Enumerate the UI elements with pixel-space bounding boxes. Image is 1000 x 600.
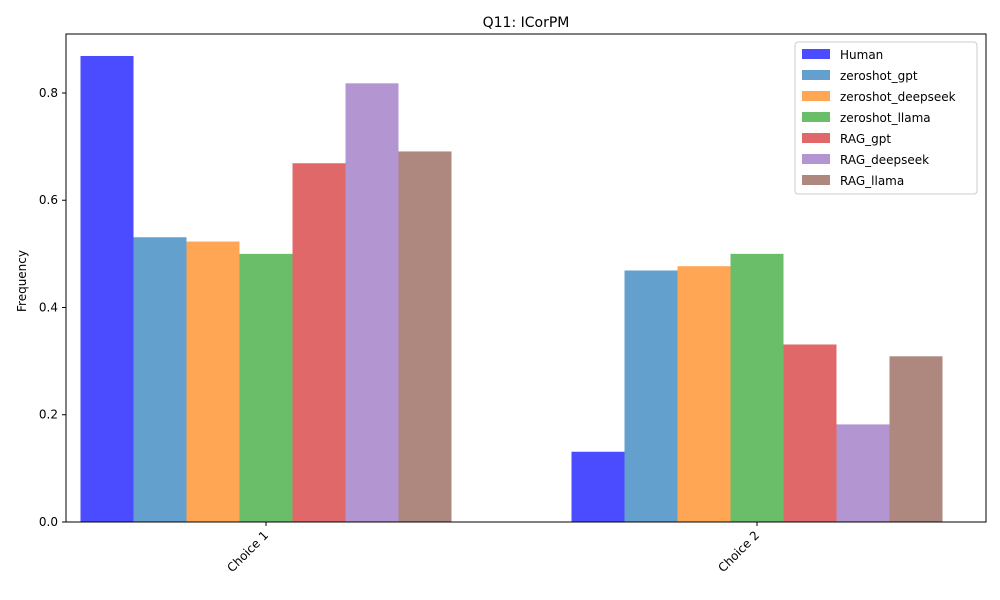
bar-RAG_gpt-choice-1 — [292, 163, 346, 522]
legend: Human zeroshot_gpt zeroshot_deepseekzerosh… — [794, 41, 978, 195]
bar-zeroshot_llama-choice-1 — [239, 253, 293, 522]
legend-swatch — [802, 49, 830, 59]
y-tick-label: 0.6 — [39, 193, 58, 207]
plot-frame — [65, 33, 987, 523]
x-tick-label: Choice 1 — [224, 528, 271, 575]
bar-zeroshot_deepseek-choice-1 — [186, 241, 240, 523]
y-axis-label: Frequency — [15, 250, 29, 312]
y-tick-label: 0.8 — [39, 86, 58, 100]
legend-label: zeroshot_gpt — [840, 69, 918, 83]
bar-zeroshot_llama-choice-2 — [730, 253, 784, 522]
bar-zeroshot_gpt-choice-2 — [624, 270, 678, 522]
legend-label: Human — [840, 48, 883, 62]
legend-label: RAG_gpt — [840, 132, 891, 146]
bar-zeroshot_deepseek-choice-2 — [677, 266, 731, 522]
legend-swatch — [802, 112, 830, 122]
x-tick-label: Choice 2 — [715, 528, 762, 575]
bar-Human-choice-2 — [571, 451, 625, 522]
y-tick-label: 0.2 — [39, 408, 58, 422]
legend-swatch — [802, 91, 830, 101]
legend-swatch — [802, 70, 830, 80]
bar-zeroshot_gpt-choice-1 — [133, 237, 187, 522]
legend-label: zeroshot_deepseek — [840, 90, 956, 104]
chart-title: Q11: ICorPM — [483, 15, 570, 31]
bars-group — [80, 55, 943, 523]
legend-label: RAG_llama — [840, 174, 904, 188]
bar-Human-choice-1 — [80, 55, 134, 522]
bar-RAG_llama-choice-2 — [889, 356, 943, 522]
legend-label: RAG_deepseek — [840, 153, 929, 167]
bar-RAG_deepseek-choice-2 — [836, 424, 890, 522]
bar-RAG_deepseek-choice-1 — [345, 83, 399, 522]
legend-box — [794, 41, 978, 195]
legend-swatch — [802, 175, 830, 185]
legend-swatch — [802, 154, 830, 164]
legend-label: zeroshot_llama — [840, 111, 931, 125]
legend-swatch — [802, 133, 830, 143]
bar-RAG_llama-choice-1 — [398, 151, 452, 522]
y-tick-label: 0.4 — [39, 300, 58, 314]
y-tick-label: 0.0 — [39, 515, 58, 529]
bar-RAG_gpt-choice-2 — [783, 344, 837, 522]
